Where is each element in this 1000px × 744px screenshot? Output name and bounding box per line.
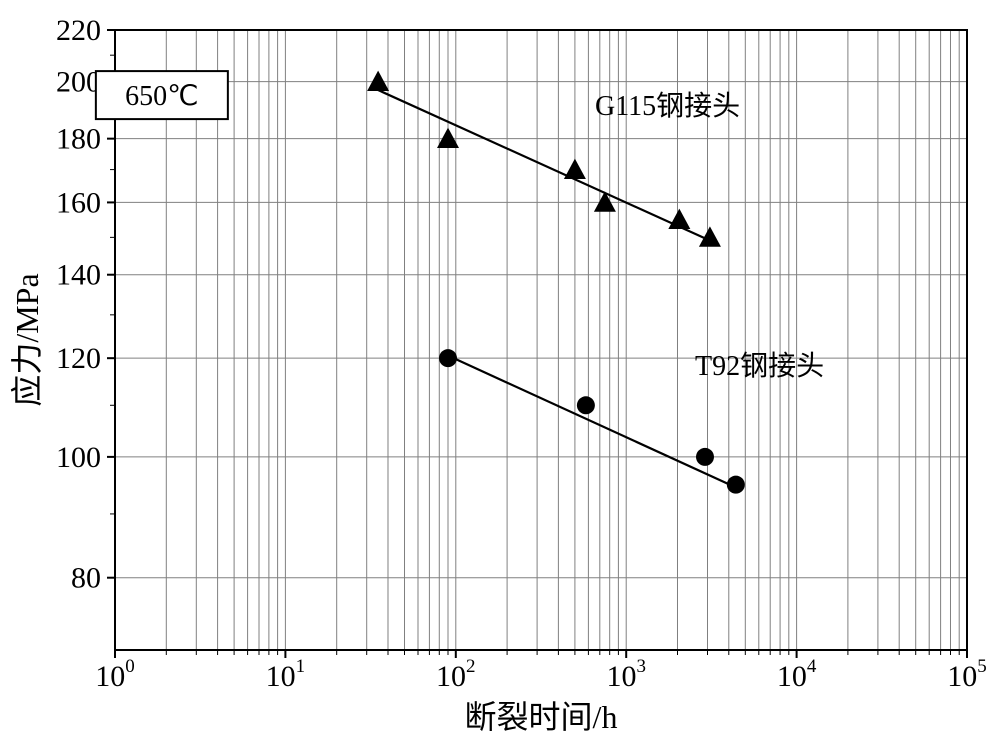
y-tick-label: 160 <box>56 186 101 219</box>
y-tick-label: 120 <box>56 342 101 375</box>
creep-stress-chart: 1001011021031041058010012014016018020022… <box>0 0 1000 744</box>
y-tick-label: 140 <box>56 259 101 292</box>
y-tick-label: 200 <box>56 66 101 99</box>
y-tick-label: 220 <box>56 14 101 47</box>
series-t92-point <box>696 448 714 466</box>
temperature-legend-text: 650℃ <box>125 81 198 112</box>
y-tick-label: 100 <box>56 441 101 474</box>
y-tick-label: 180 <box>56 123 101 156</box>
series-t92-point <box>439 349 457 367</box>
series-t92-point <box>727 476 745 494</box>
series-t92-point <box>577 396 595 414</box>
x-axis-label: 断裂时间/h <box>465 699 618 735</box>
series-g115-label: G115钢接头 <box>595 90 740 122</box>
y-tick-label: 80 <box>71 562 101 595</box>
series-t92-label: T92钢接头 <box>695 350 824 382</box>
y-axis-label: 应力/MPa <box>9 273 45 406</box>
